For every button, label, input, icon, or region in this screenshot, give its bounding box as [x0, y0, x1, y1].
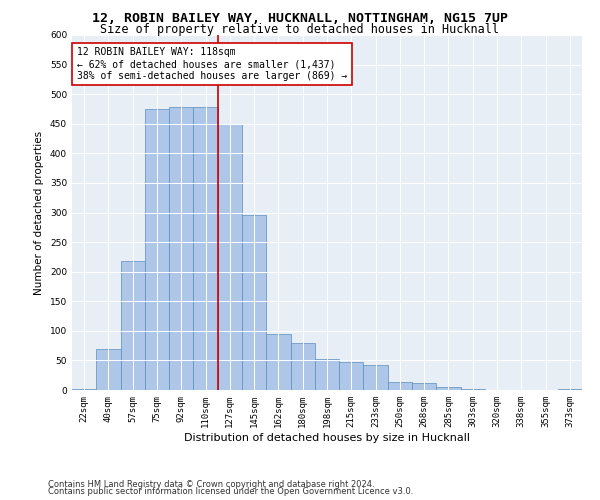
- Bar: [339, 362, 364, 390]
- Y-axis label: Number of detached properties: Number of detached properties: [34, 130, 44, 294]
- Bar: [436, 387, 461, 390]
- Bar: [290, 342, 315, 390]
- Bar: [96, 348, 121, 390]
- Text: 12 ROBIN BAILEY WAY: 118sqm
← 62% of detached houses are smaller (1,437)
38% of : 12 ROBIN BAILEY WAY: 118sqm ← 62% of det…: [77, 48, 347, 80]
- Text: Size of property relative to detached houses in Hucknall: Size of property relative to detached ho…: [101, 22, 499, 36]
- Text: Contains HM Land Registry data © Crown copyright and database right 2024.: Contains HM Land Registry data © Crown c…: [48, 480, 374, 489]
- Bar: [242, 216, 266, 390]
- Bar: [193, 107, 218, 390]
- Bar: [121, 261, 145, 390]
- Bar: [558, 389, 582, 390]
- Bar: [72, 389, 96, 390]
- Bar: [145, 109, 169, 390]
- Bar: [364, 365, 388, 390]
- X-axis label: Distribution of detached houses by size in Hucknall: Distribution of detached houses by size …: [184, 432, 470, 442]
- Bar: [412, 383, 436, 390]
- Text: Contains public sector information licensed under the Open Government Licence v3: Contains public sector information licen…: [48, 487, 413, 496]
- Bar: [266, 334, 290, 390]
- Bar: [169, 107, 193, 390]
- Text: 12, ROBIN BAILEY WAY, HUCKNALL, NOTTINGHAM, NG15 7UP: 12, ROBIN BAILEY WAY, HUCKNALL, NOTTINGH…: [92, 12, 508, 26]
- Bar: [315, 358, 339, 390]
- Bar: [388, 382, 412, 390]
- Bar: [218, 124, 242, 390]
